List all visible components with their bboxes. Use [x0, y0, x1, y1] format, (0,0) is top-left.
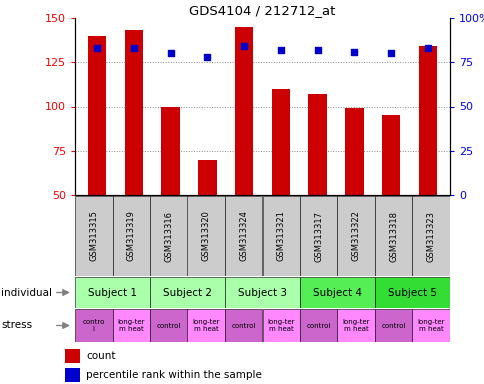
Bar	[300, 309, 337, 342]
Text: individual: individual	[1, 288, 52, 298]
Point	[130, 45, 137, 51]
Point	[276, 47, 284, 53]
Bar	[65, 368, 80, 382]
Bar	[65, 349, 80, 363]
Bar	[75, 277, 150, 308]
Text: GSM313324: GSM313324	[239, 210, 248, 262]
Bar	[337, 196, 374, 276]
Bar	[381, 115, 400, 195]
Bar	[300, 196, 337, 276]
Text: GSM313319: GSM313319	[126, 210, 136, 262]
Text: long-ter
m heat: long-ter m heat	[342, 319, 369, 332]
Text: control: control	[231, 323, 256, 328]
Text: GSM313316: GSM313316	[164, 210, 173, 262]
Bar	[412, 309, 449, 342]
Text: long-ter
m heat: long-ter m heat	[192, 319, 220, 332]
Point	[350, 48, 358, 55]
Bar	[262, 309, 300, 342]
Point	[423, 45, 431, 51]
Point	[240, 43, 247, 50]
Bar	[88, 36, 106, 195]
Text: GSM313320: GSM313320	[201, 210, 211, 262]
Text: Subject 5: Subject 5	[387, 288, 436, 298]
Point	[387, 50, 394, 56]
Text: GSM313317: GSM313317	[314, 210, 322, 262]
Bar	[271, 89, 289, 195]
Text: GSM313318: GSM313318	[389, 210, 397, 262]
Bar	[418, 46, 436, 195]
Bar	[112, 196, 150, 276]
Text: Subject 1: Subject 1	[88, 288, 136, 298]
Bar	[187, 309, 225, 342]
Text: Subject 4: Subject 4	[312, 288, 361, 298]
Bar	[374, 277, 449, 308]
Text: GSM313315: GSM313315	[89, 210, 98, 262]
Bar	[150, 196, 187, 276]
Point	[313, 47, 321, 53]
Text: contro
l: contro l	[82, 319, 105, 332]
Point	[93, 45, 101, 51]
Bar	[225, 196, 262, 276]
Bar	[412, 196, 449, 276]
Text: long-ter
m heat: long-ter m heat	[267, 319, 294, 332]
Text: control: control	[156, 323, 181, 328]
Bar	[300, 277, 374, 308]
Text: GSM313323: GSM313323	[426, 210, 435, 262]
Title: GDS4104 / 212712_at: GDS4104 / 212712_at	[189, 4, 335, 17]
Text: long-ter
m heat: long-ter m heat	[417, 319, 444, 332]
Text: stress: stress	[1, 321, 32, 331]
Bar	[75, 196, 112, 276]
Point	[203, 54, 211, 60]
Bar	[308, 94, 326, 195]
Bar	[150, 309, 187, 342]
Bar	[374, 309, 412, 342]
Text: count: count	[86, 351, 115, 361]
Bar	[161, 106, 180, 195]
Bar	[187, 196, 225, 276]
Bar	[262, 196, 300, 276]
Text: percentile rank within the sample: percentile rank within the sample	[86, 370, 261, 380]
Bar	[225, 277, 300, 308]
Bar	[150, 277, 225, 308]
Bar	[124, 30, 143, 195]
Bar	[198, 160, 216, 195]
Bar	[112, 309, 150, 342]
Bar	[345, 108, 363, 195]
Text: long-ter
m heat: long-ter m heat	[117, 319, 145, 332]
Bar	[75, 309, 112, 342]
Text: GSM313321: GSM313321	[276, 210, 285, 262]
Bar	[374, 196, 412, 276]
Point	[166, 50, 174, 56]
Text: GSM313322: GSM313322	[351, 210, 360, 262]
Text: control: control	[381, 323, 405, 328]
Bar	[337, 309, 374, 342]
Bar	[234, 27, 253, 195]
Text: Subject 2: Subject 2	[163, 288, 212, 298]
Text: control: control	[306, 323, 330, 328]
Text: Subject 3: Subject 3	[238, 288, 287, 298]
Bar	[225, 309, 262, 342]
